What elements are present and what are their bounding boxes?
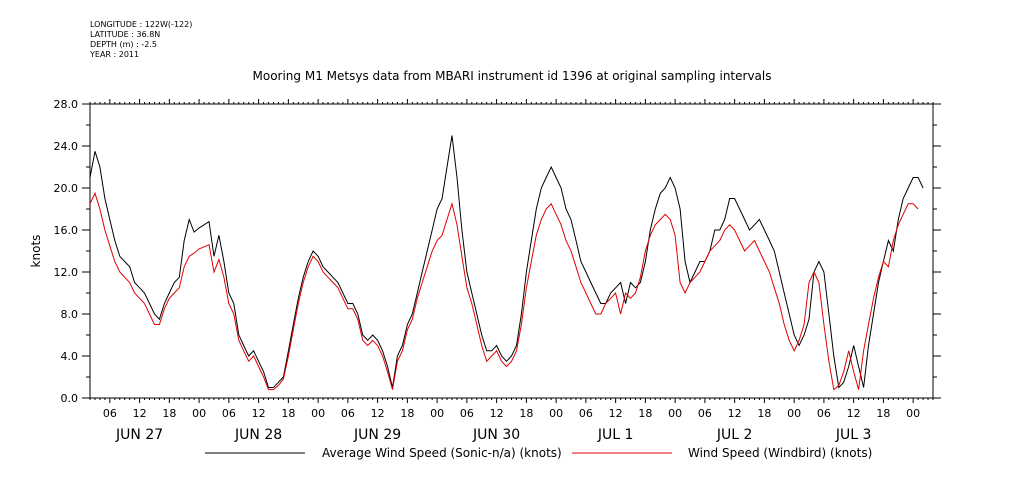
y-tick-label: 8.0 [61, 308, 79, 321]
legend-label-windbird-speed: Wind Speed (Windbird) (knots) [688, 446, 872, 460]
x-tick-label: 12 [728, 407, 742, 420]
x-tick-label: 00 [787, 407, 801, 420]
x-tick-label: 06 [460, 407, 474, 420]
x-tick-label: 06 [341, 407, 355, 420]
date-label: JUN 30 [472, 427, 520, 443]
y-tick-label: 0.0 [61, 392, 79, 405]
x-tick-label: 12 [371, 407, 385, 420]
x-tick-label: 06 [103, 407, 117, 420]
axis-ticks [82, 99, 941, 403]
series-windbird-wind-speed [89, 191, 919, 391]
date-label: JUN 29 [353, 427, 401, 443]
x-tick-label: 18 [519, 407, 533, 420]
y-tick-label: 28.0 [54, 98, 79, 111]
y-tick-label: 16.0 [54, 224, 79, 237]
legend: Average Wind Speed (Sonic-n/a) (knots) W… [205, 446, 872, 460]
x-tick-label: 18 [162, 407, 176, 420]
x-tick-label: 00 [192, 407, 206, 420]
x-tick-label: 00 [906, 407, 920, 420]
x-tick-label: 06 [579, 407, 593, 420]
tick-labels: 0.0 4.0 8.0 12.0 16.0 20.0 24.0 28.0 06 12 18 00 06 1… [54, 98, 921, 443]
x-tick-label: 18 [876, 407, 890, 420]
plot-frame [89, 103, 934, 399]
longitude-text: LONGITUDE : 122W(-122) [90, 20, 193, 29]
date-label: JUL 3 [835, 427, 872, 443]
date-label: JUL 1 [597, 427, 634, 443]
legend-label-average-wind-speed: Average Wind Speed (Sonic-n/a) (knots) [322, 446, 562, 460]
x-tick-label: 12 [609, 407, 623, 420]
x-tick-label: 06 [222, 407, 236, 420]
x-tick-label: 18 [281, 407, 295, 420]
x-tick-label: 00 [430, 407, 444, 420]
x-tick-label: 00 [311, 407, 325, 420]
station-metadata: LONGITUDE : 122W(-122) LATITUDE : 36.8N … [90, 20, 192, 60]
x-tick-label: 18 [638, 407, 652, 420]
x-tick-label: 06 [698, 407, 712, 420]
chart-title: Mooring M1 Metsys data from MBARI instru… [253, 69, 772, 83]
x-tick-label: 00 [549, 407, 563, 420]
series-average-wind-speed [89, 135, 924, 389]
y-tick-label: 24.0 [54, 140, 79, 153]
x-tick-label: 12 [490, 407, 504, 420]
x-tick-label: 00 [668, 407, 682, 420]
x-tick-label: 12 [847, 407, 861, 420]
depth-text: DEPTH (m) : -2.5 [90, 40, 157, 49]
date-label: JUN 27 [115, 427, 163, 443]
x-tick-label: 12 [252, 407, 266, 420]
x-tick-label: 06 [817, 407, 831, 420]
y-tick-label: 12.0 [54, 266, 79, 279]
y-axis-label: knots [29, 235, 43, 268]
y-tick-label: 4.0 [61, 350, 79, 363]
y-tick-label: 20.0 [54, 182, 79, 195]
year-text: YEAR : 2011 [90, 50, 140, 59]
x-tick-label: 12 [133, 407, 147, 420]
series-lines [89, 135, 924, 391]
date-label: JUL 2 [716, 427, 753, 443]
x-tick-label: 18 [757, 407, 771, 420]
latitude-text: LATITUDE : 36.8N [90, 30, 161, 39]
date-label: JUN 28 [234, 427, 282, 443]
x-tick-label: 18 [400, 407, 414, 420]
